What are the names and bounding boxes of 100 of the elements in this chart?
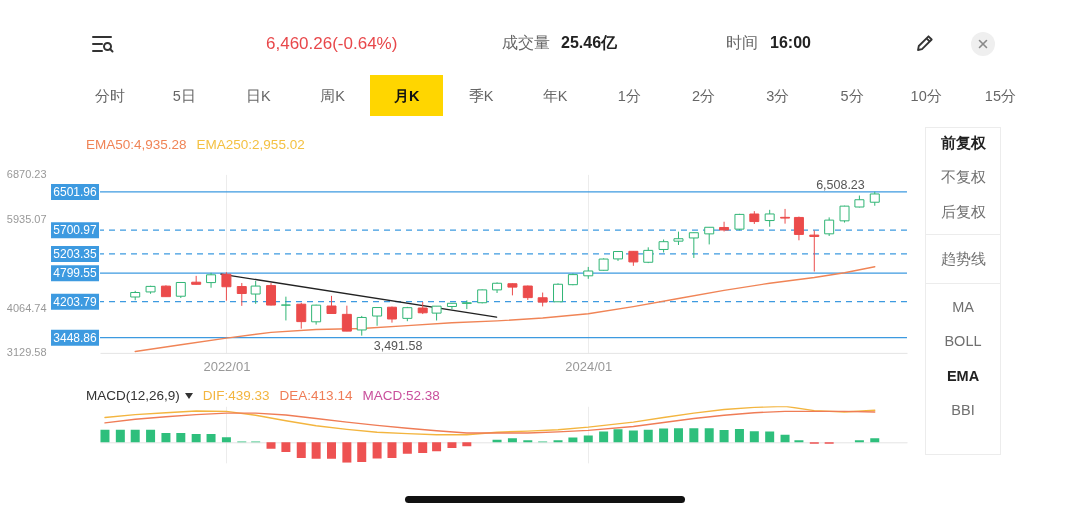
text: 5分 (840, 87, 864, 104)
bar (462, 442, 472, 447)
text: BBI (951, 401, 975, 418)
line-series (134, 266, 876, 353)
ref-line-label: 4203.79 (53, 294, 98, 309)
text: BOLL (944, 332, 982, 349)
text: EMA50:4,935.28 (86, 137, 187, 152)
text: MACD:52.38 (362, 388, 440, 403)
bar (673, 428, 683, 443)
candlestick (688, 232, 699, 259)
x-tick-label: 2022/01 (203, 359, 251, 375)
text: 25.46亿 (561, 34, 618, 51)
text: 6,460.26(-0.64%) (266, 33, 398, 53)
bar (311, 442, 321, 459)
text: 不复权 (940, 168, 986, 185)
bar (765, 431, 775, 443)
candlestick (280, 296, 291, 321)
bar (115, 429, 125, 443)
bar (432, 442, 442, 452)
y-tick-label: 4064.74 (6, 301, 47, 314)
bar (599, 431, 609, 443)
text: 分时 (95, 87, 125, 104)
text: 16:00 (770, 34, 811, 51)
bar (296, 442, 306, 459)
text: 15分 (984, 87, 1016, 104)
bar (342, 442, 352, 463)
bar (327, 442, 336, 459)
candlestick (296, 302, 307, 330)
bar (447, 442, 457, 449)
bar (357, 442, 367, 463)
candlestick (341, 305, 352, 332)
text: 趋势线 (940, 250, 986, 267)
series-label: DEA:413.14 (279, 388, 353, 403)
text: 年K (542, 87, 568, 104)
bar (387, 442, 397, 459)
annotation: 3,491.58 (373, 338, 423, 353)
y-tick-label: 6870.23 (6, 167, 47, 180)
bar (130, 429, 140, 443)
text: 前复权 (940, 134, 986, 151)
bar (643, 429, 653, 443)
bar (613, 429, 623, 443)
bar (734, 428, 744, 443)
text: 周K (320, 87, 345, 104)
bar (553, 440, 563, 443)
bar (854, 440, 864, 443)
candlestick (356, 315, 367, 337)
y-tick-label: 3129.58 (6, 346, 47, 359)
annotation: 6,508.23 (816, 177, 865, 192)
legend-label: EMA250:2,955.02 (196, 137, 305, 152)
candlestick (809, 229, 820, 273)
y-tick-label: 5935.07 (6, 212, 47, 225)
text: 10分 (910, 87, 942, 104)
bar (146, 429, 156, 443)
ref-line-label: 5203.35 (53, 246, 98, 261)
ref-line-label: 5700.97 (53, 223, 98, 238)
text: 成交量 (502, 34, 550, 51)
text: 时间 (726, 34, 758, 51)
bar (689, 428, 699, 443)
bar (523, 440, 533, 443)
bar (507, 438, 517, 443)
candlestick (221, 271, 232, 302)
text: EMA (946, 367, 980, 384)
bar (281, 442, 291, 452)
candlestick (824, 216, 835, 237)
x-tick-label: 2024/01 (565, 359, 613, 375)
bar (418, 442, 428, 454)
ref-line-label: 4799.55 (53, 266, 98, 281)
text: 5日 (172, 87, 196, 104)
text: 2分 (692, 87, 716, 104)
bar (780, 434, 790, 443)
text: 季K (468, 87, 494, 104)
candlestick (236, 282, 247, 307)
ref-line-label: 6501.96 (53, 184, 98, 199)
bar (221, 437, 231, 443)
bar (659, 428, 669, 443)
bar (628, 430, 638, 443)
bar (206, 434, 216, 443)
candlestick (266, 282, 277, 306)
bar (583, 435, 593, 443)
bar (794, 440, 804, 443)
candlestick (372, 307, 383, 327)
text: 后复权 (940, 203, 986, 220)
bar (176, 432, 186, 443)
candlestick (553, 282, 564, 303)
bar (191, 434, 201, 443)
bar (161, 432, 171, 443)
bar (870, 438, 880, 443)
candlestick (780, 208, 791, 225)
series-label: DIF:439.33 (202, 388, 270, 403)
bar (719, 430, 729, 443)
chart-title: MACD(12,26,9) (86, 388, 180, 403)
bar (372, 442, 382, 459)
bar (402, 442, 412, 454)
text: 日K (246, 87, 271, 104)
candlestick (719, 221, 730, 232)
text: 1分 (617, 87, 641, 104)
ref-line-label: 3448.86 (53, 330, 98, 345)
bar (749, 431, 759, 443)
text: MA (952, 298, 974, 315)
text: 月K (394, 87, 420, 104)
